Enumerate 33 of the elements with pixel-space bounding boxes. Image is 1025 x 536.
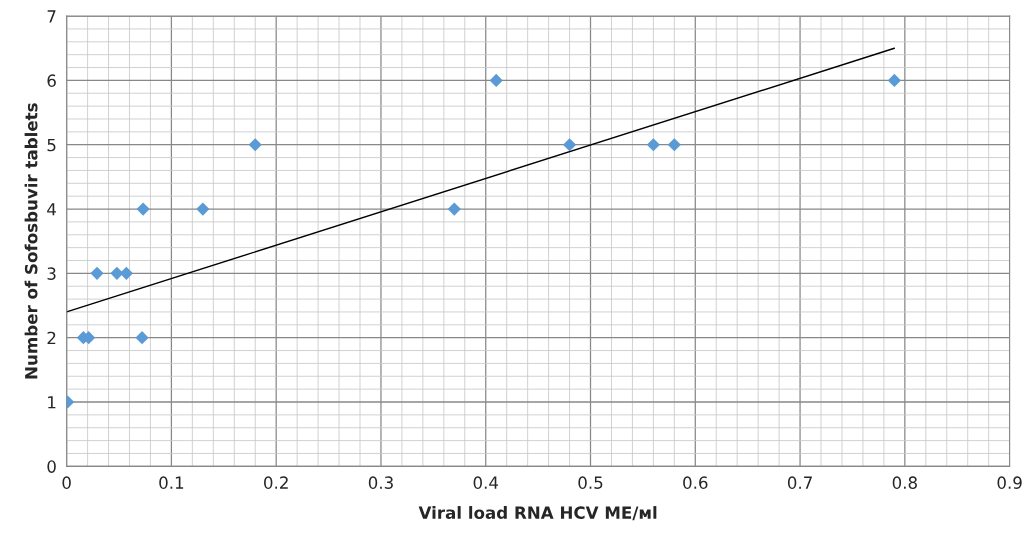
point — [136, 202, 150, 216]
y-tick-label: 2 — [47, 331, 56, 345]
x-tick-label: 0.8 — [892, 476, 917, 489]
y-tick-label: 7 — [47, 10, 56, 23]
point — [196, 202, 210, 216]
y-axis-title: Number of Sofosbuvir tablets — [24, 103, 38, 379]
x-tick-label: 0.4 — [473, 476, 499, 489]
y-tick-label: 5 — [47, 138, 56, 152]
point — [887, 73, 901, 87]
y-tick-label: 6 — [47, 74, 56, 87]
point — [447, 202, 461, 216]
y-tick-label: 1 — [48, 396, 56, 409]
x-tick-label: 0.1 — [159, 476, 184, 489]
x-tick-label: 0.7 — [787, 476, 812, 489]
x-axis-title: Viral load RNA HCV ME/мl — [418, 506, 657, 521]
point — [110, 266, 124, 280]
x-tick-label: 0.6 — [683, 476, 708, 489]
x-tick-label: 0.5 — [578, 476, 603, 489]
point — [562, 138, 577, 152]
point — [646, 138, 660, 152]
point — [119, 266, 133, 280]
x-tick-label: 0.2 — [264, 476, 288, 489]
point — [667, 138, 681, 152]
point — [135, 331, 149, 345]
point — [90, 266, 104, 280]
x-tick-label: 0.9 — [997, 476, 1022, 489]
y-tick-label: 3 — [47, 267, 56, 280]
x-tick-label: 0 — [62, 476, 71, 489]
x-tick-label: 0.3 — [368, 476, 393, 489]
point — [248, 138, 262, 152]
y-tick-label: 0 — [47, 460, 56, 473]
y-tick-label: 4 — [47, 203, 56, 216]
point — [489, 73, 503, 87]
